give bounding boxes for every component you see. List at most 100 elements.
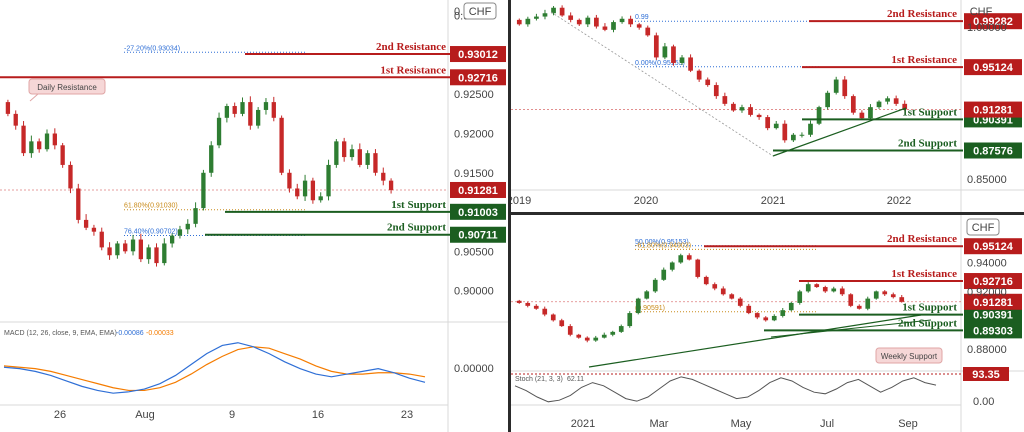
candle-body bbox=[271, 102, 276, 118]
candle-body bbox=[722, 96, 728, 104]
candle-body bbox=[21, 125, 26, 154]
candle-body bbox=[516, 19, 522, 25]
fib-level-label: 76.40%(0.90702) bbox=[124, 228, 178, 235]
x-tick-label: 2022 bbox=[887, 195, 911, 207]
macd-indicator-label: MACD (12, 26, close, 9, EMA, EMA) bbox=[4, 330, 117, 337]
resistance-level-name: 1st Resistance bbox=[891, 268, 957, 280]
candle-body bbox=[865, 298, 871, 309]
candle-body bbox=[115, 243, 120, 256]
support-level-name: 2nd Support bbox=[898, 137, 957, 149]
candle-body bbox=[628, 18, 633, 25]
resistance-level-name: 2nd Resistance bbox=[887, 8, 957, 20]
weekly-chart-panel[interactable]: 0.00%(0.95153) 0.99 2nd Resistance 0.99282… bbox=[511, 0, 1024, 212]
candle-body bbox=[833, 79, 839, 93]
resistance-price-tag bbox=[450, 46, 506, 63]
candle-body bbox=[525, 18, 531, 25]
candle-body bbox=[357, 149, 362, 165]
resistance-price-value: 0.92716 bbox=[458, 72, 498, 84]
candle-body bbox=[263, 102, 269, 110]
candle-body bbox=[534, 16, 539, 19]
candle-body bbox=[224, 106, 230, 118]
four-hour-chart-panel[interactable]: 50.00%(0.95153) -61.80%(0.94903) (0.90591)… bbox=[511, 215, 1024, 432]
candle-body bbox=[644, 291, 650, 299]
candle-body bbox=[44, 133, 50, 150]
x-tick-label: 2021 bbox=[761, 195, 785, 207]
candle-body bbox=[593, 337, 599, 341]
support-price-tag bbox=[450, 203, 506, 220]
candle-body bbox=[731, 103, 736, 111]
panel-divider-horizontal bbox=[511, 212, 1024, 215]
candle-body bbox=[585, 17, 591, 25]
y-tick-label: 0.94000 bbox=[967, 257, 1007, 269]
candle-body bbox=[671, 46, 676, 63]
candle-body bbox=[645, 27, 651, 36]
weekly-chart-svg[interactable]: 0.00%(0.95153) 0.99 2nd Resistance 0.99282… bbox=[511, 0, 1024, 212]
candle-body bbox=[831, 288, 837, 292]
candle-body bbox=[739, 107, 745, 111]
x-tick-label: Jul bbox=[820, 418, 834, 430]
x-tick-label: 2020 bbox=[634, 195, 658, 207]
support-level-name: 2nd Support bbox=[387, 222, 446, 234]
candle-body bbox=[232, 106, 237, 114]
candle-body bbox=[60, 145, 65, 165]
candle-body bbox=[533, 305, 539, 309]
candle-body bbox=[712, 284, 718, 289]
candle-body bbox=[209, 145, 214, 173]
resistance-price-value: 0.99282 bbox=[973, 16, 1013, 28]
weekly-support-callout-text: Weekly Support bbox=[881, 352, 938, 361]
candle-body bbox=[154, 247, 159, 264]
resistance-price-value: 0.93012 bbox=[458, 49, 498, 61]
candle-body bbox=[808, 123, 813, 135]
x-tick-label: Sep bbox=[898, 418, 918, 430]
candle-body bbox=[856, 305, 862, 309]
trendline bbox=[588, 314, 922, 368]
candle-body bbox=[876, 101, 882, 108]
candle-body bbox=[99, 231, 104, 248]
candle-body bbox=[91, 227, 97, 232]
candle-body bbox=[893, 98, 899, 104]
candle-body bbox=[216, 117, 222, 146]
candle-body bbox=[859, 112, 865, 119]
stoch-value: 62.11 bbox=[567, 376, 584, 383]
candle-body bbox=[797, 291, 803, 303]
candle-body bbox=[287, 172, 292, 189]
candle-body bbox=[83, 219, 89, 228]
y-tick-label: 0.91500 bbox=[454, 168, 494, 180]
candle-body bbox=[899, 297, 905, 302]
candle-body bbox=[695, 259, 701, 277]
candle-body bbox=[568, 15, 574, 20]
candle-body bbox=[902, 103, 908, 110]
candle-body bbox=[29, 141, 34, 154]
candle-body bbox=[381, 172, 386, 181]
support-level-name: 1st Support bbox=[391, 199, 446, 211]
candle-body bbox=[763, 317, 769, 321]
y-tick-label: 0.88000 bbox=[967, 344, 1007, 356]
daily-resistance-callout-text: Daily Resistance bbox=[37, 83, 97, 92]
candle-body bbox=[737, 298, 743, 306]
candle-body bbox=[799, 134, 805, 136]
support-price-value: 0.89303 bbox=[973, 325, 1013, 337]
current-price-value: 0.91281 bbox=[973, 105, 1013, 117]
stoch-zero-tick: 0.00 bbox=[973, 396, 994, 408]
daily-chart-svg[interactable]: -27.20%(0.93034) 61.80%(0.91030) 76.40%(0.… bbox=[0, 0, 508, 432]
support-price-value: 0.87576 bbox=[973, 145, 1013, 157]
candle-body bbox=[576, 19, 582, 25]
resistance-price-value: 0.92716 bbox=[973, 276, 1013, 288]
candle-body bbox=[729, 294, 735, 299]
daily-chart-panel[interactable]: -27.20%(0.93034) 61.80%(0.91030) 76.40%(0.… bbox=[0, 0, 508, 432]
resistance-price-tag bbox=[964, 59, 1022, 76]
stoch-line bbox=[514, 376, 937, 403]
x-tick-label: 2021 bbox=[571, 418, 595, 430]
signal-line bbox=[3, 346, 426, 392]
candle-body bbox=[653, 35, 659, 58]
candle-body bbox=[839, 288, 845, 295]
candle-body bbox=[814, 284, 820, 288]
weekly-support-callout bbox=[875, 347, 943, 364]
candle-body bbox=[542, 13, 548, 17]
candle-body bbox=[373, 153, 378, 173]
candle-body bbox=[576, 334, 582, 338]
candle-body bbox=[848, 294, 854, 306]
trendline bbox=[772, 107, 907, 157]
four-hour-chart-svg[interactable]: 50.00%(0.95153)-61.80%(0.94903) (0.90591)… bbox=[511, 215, 1024, 432]
top-price-tick: 0. bbox=[454, 6, 463, 18]
